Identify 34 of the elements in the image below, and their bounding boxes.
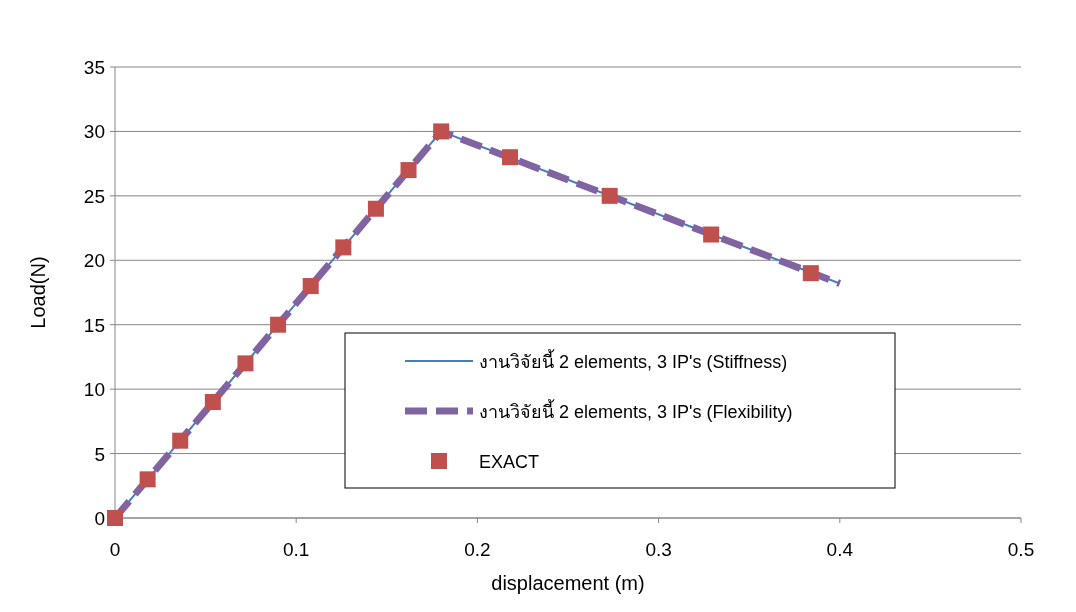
point	[107, 510, 123, 526]
y-tick-label: 15	[83, 314, 105, 336]
y-tick-label: 30	[83, 121, 105, 143]
point	[400, 162, 417, 179]
legend-label: งานวิจัยนี้ 2 elements, 3 IP's (Flexibility)	[479, 399, 793, 422]
y-tick-label: 20	[83, 250, 105, 272]
x-tick-label: 0	[109, 539, 121, 560]
point	[302, 278, 319, 295]
x-tick-label: 0.5	[1007, 539, 1035, 560]
legend-label: งานวิจัยนี้ 2 elements, 3 IP's (Stiffness)	[479, 349, 788, 372]
point	[502, 149, 519, 166]
y-axis-title: Load(N)	[27, 256, 49, 329]
x-tick-label: 0.2	[464, 539, 491, 560]
point	[204, 394, 221, 411]
point	[433, 123, 450, 140]
y-tick-label: 10	[83, 379, 105, 401]
y-tick-label: 5	[94, 443, 105, 465]
point	[172, 432, 189, 449]
x-axis-title: displacement (m)	[491, 572, 645, 594]
point	[703, 226, 720, 243]
y-tick-label: 35	[83, 57, 105, 78]
x-tick-label: 0.4	[826, 539, 854, 560]
point	[367, 200, 384, 217]
point	[270, 316, 287, 333]
y-tick-label: 0	[94, 508, 105, 529]
y-tick-label: 25	[83, 185, 105, 207]
point	[237, 355, 254, 372]
point	[601, 187, 618, 204]
point	[802, 265, 819, 282]
legend-label: EXACT	[479, 452, 540, 472]
x-tick-label: 0.3	[645, 539, 672, 560]
point	[335, 239, 352, 256]
point	[139, 471, 156, 488]
x-tick-label: 0.1	[282, 539, 310, 560]
